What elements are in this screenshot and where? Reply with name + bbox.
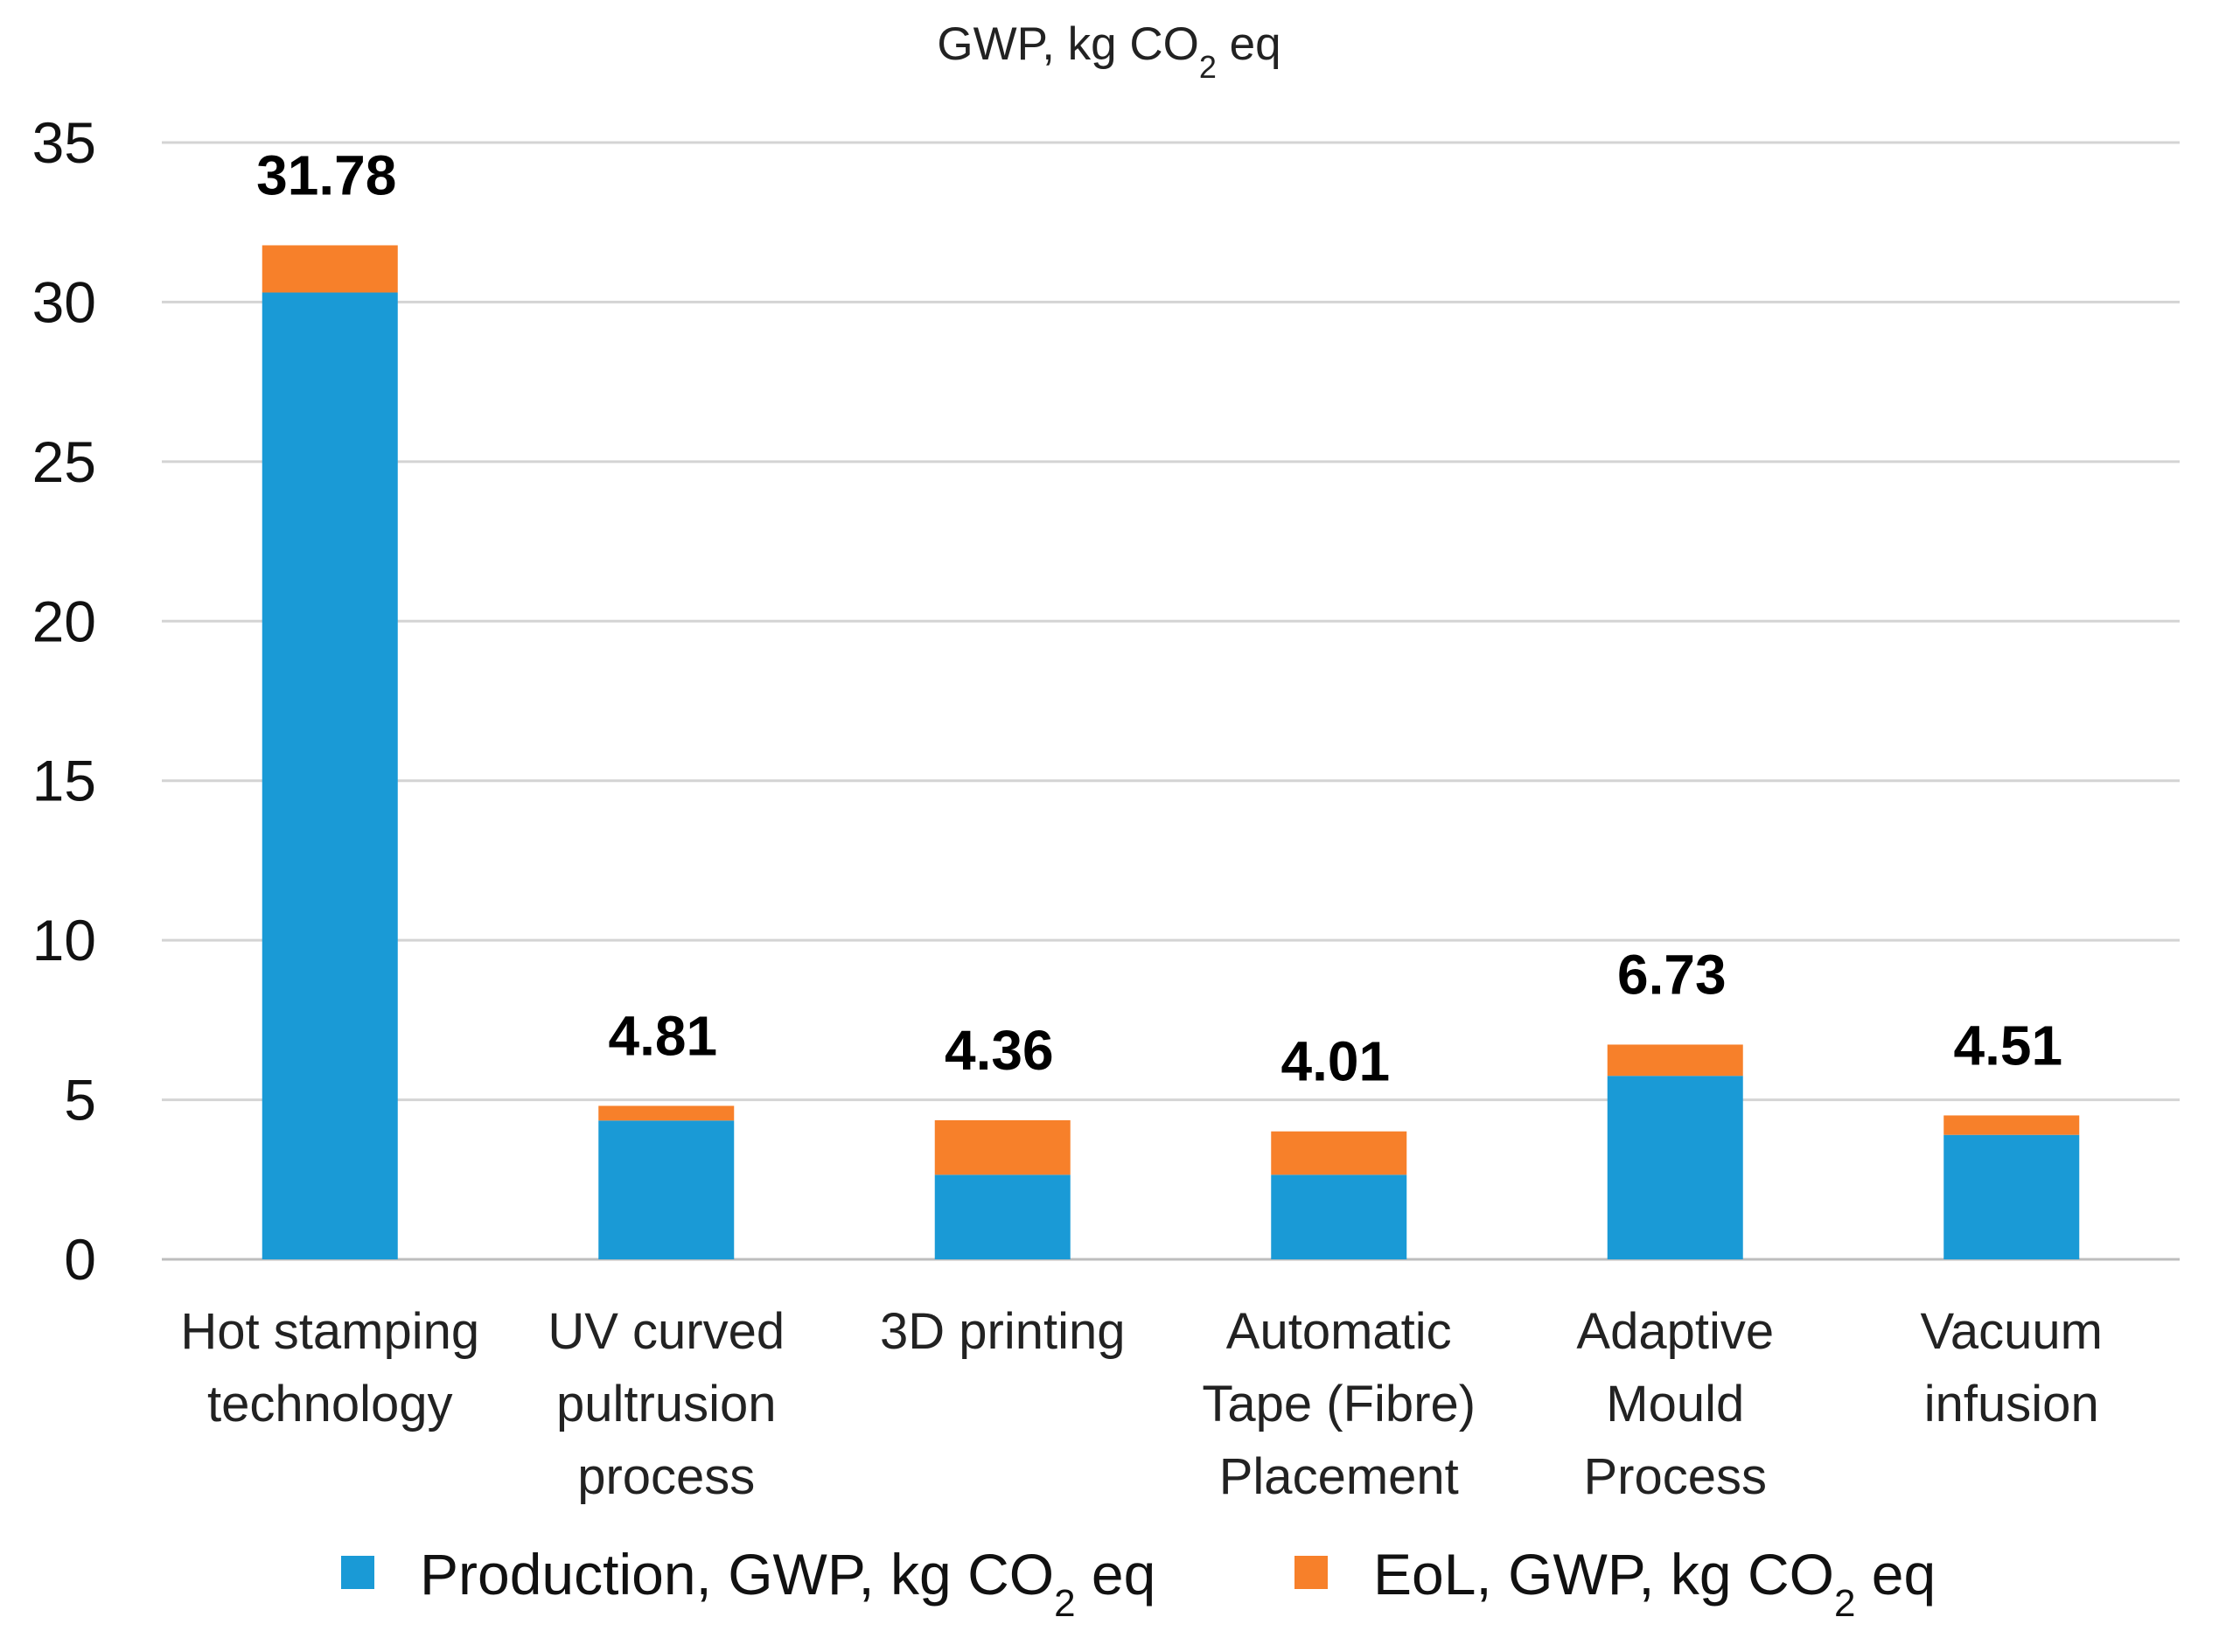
legend-swatch-eol bbox=[1294, 1556, 1328, 1589]
bars bbox=[262, 245, 2080, 1259]
bar-eol bbox=[262, 245, 398, 293]
bar-production bbox=[934, 1175, 1071, 1259]
y-tick-label: 0 bbox=[64, 1227, 96, 1292]
chart-title: GWP, kg CO2 eq bbox=[937, 18, 1280, 85]
bar-eol bbox=[598, 1105, 735, 1121]
category-label: UV curved pultrusion process bbox=[548, 1303, 785, 1505]
category-label: Vacuum infusion bbox=[1921, 1303, 2103, 1432]
category-label: Adaptive Mould Process bbox=[1576, 1303, 1774, 1505]
bar-eol bbox=[1271, 1131, 1407, 1175]
category-label: 3D printing bbox=[880, 1303, 1125, 1360]
total-data-label: 31.78 bbox=[256, 143, 396, 206]
y-tick-label: 25 bbox=[32, 429, 96, 494]
bar-eol bbox=[1607, 1044, 1743, 1077]
total-data-label: 6.73 bbox=[1617, 943, 1727, 1006]
y-tick-label: 20 bbox=[32, 589, 96, 653]
bar-production bbox=[598, 1120, 735, 1259]
y-tick-label: 10 bbox=[32, 908, 96, 972]
y-tick-label: 35 bbox=[32, 110, 96, 175]
labels: GWP, kg CO2 eq 0 5 10 15 20 25 30 35 31.78 Hot sta… bbox=[32, 18, 2103, 1505]
y-tick-label: 30 bbox=[32, 269, 96, 334]
category-label: Automatic Tape (Fibre) Placement bbox=[1202, 1303, 1476, 1505]
bar-eol bbox=[934, 1119, 1071, 1175]
y-tick-label: 5 bbox=[64, 1068, 96, 1133]
legend: Production, GWP, kg CO2 eq EoL, GWP, kg C… bbox=[341, 1542, 1936, 1625]
bar-production bbox=[262, 292, 398, 1259]
gridlines bbox=[162, 141, 2180, 1261]
bar-production bbox=[1943, 1134, 2080, 1259]
bar-production bbox=[1271, 1175, 1407, 1259]
total-data-label: 4.01 bbox=[1280, 1030, 1390, 1093]
legend-label-eol: EoL, GWP, kg CO2 eq bbox=[1373, 1542, 1936, 1625]
legend-label-production: Production, GWP, kg CO2 eq bbox=[420, 1542, 1155, 1625]
y-tick-label: 15 bbox=[32, 749, 96, 813]
total-data-label: 4.36 bbox=[945, 1019, 1054, 1082]
bar-production bbox=[1607, 1076, 1743, 1259]
total-data-label: 4.51 bbox=[1953, 1014, 2062, 1077]
legend-swatch-production bbox=[341, 1556, 374, 1589]
bar-eol bbox=[1943, 1115, 2080, 1135]
total-data-label: 4.81 bbox=[608, 1005, 717, 1068]
category-label: Hot stamping technology bbox=[180, 1303, 479, 1432]
